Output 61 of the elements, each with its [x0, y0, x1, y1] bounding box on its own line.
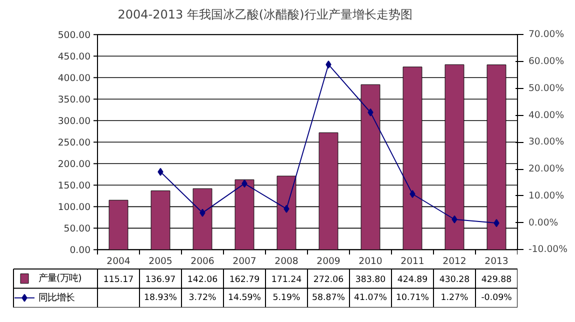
data-label: 58.87% — [312, 292, 346, 303]
y-tick-label: 400.00 — [58, 73, 91, 84]
x-tick-label: 2005 — [148, 256, 172, 267]
point — [452, 215, 458, 224]
point — [284, 204, 290, 213]
y-tick-label: 200.00 — [58, 159, 91, 170]
x-tick-label: 2012 — [442, 256, 466, 267]
data-label: 171.24 — [271, 275, 302, 286]
y-tick-label: 150.00 — [58, 180, 91, 192]
x-tick-label: 2004 — [106, 256, 130, 267]
point — [326, 60, 332, 69]
data-label: 5.19% — [272, 292, 300, 303]
y2-tick-label: 50.00% — [528, 82, 564, 94]
data-label: 18.93% — [144, 292, 178, 303]
data-label: 424.89 — [397, 275, 428, 286]
data-label: -0.09% — [481, 292, 512, 303]
point — [158, 168, 164, 176]
legend-label: 同比增长 — [38, 292, 74, 304]
y-tick-label: 50.00 — [64, 224, 91, 235]
data-label: 272.06 — [313, 275, 344, 286]
data-label: 10.71% — [396, 292, 430, 303]
y2-tick-label: 30.00% — [528, 136, 564, 148]
x-tick-label: 2006 — [190, 256, 214, 267]
data-label: 136.97 — [145, 275, 176, 286]
data-label: 430.28 — [439, 275, 470, 286]
data-label: 162.79 — [229, 275, 260, 286]
x-tick-label: 2009 — [316, 256, 340, 267]
point — [242, 180, 248, 188]
point — [200, 208, 206, 217]
point — [368, 108, 374, 116]
y-tick-label: 450.00 — [58, 52, 91, 63]
data-label: 383.80 — [355, 275, 386, 286]
y2-tick-label: 0.00% — [528, 217, 558, 228]
y2-tick-label: 70.00% — [528, 29, 564, 40]
y2-tick-label: 20.00% — [528, 164, 564, 175]
y2-tick-label: 40.00% — [528, 110, 564, 121]
data-label: 41.07% — [354, 292, 388, 303]
x-tick-label: 2013 — [484, 256, 508, 267]
data-label: 429.88 — [481, 275, 512, 286]
y-tick-label: 500.00 — [58, 30, 91, 42]
x-tick-label: 2008 — [274, 256, 298, 267]
data-label: 142.06 — [187, 275, 218, 286]
data-label: 3.72% — [188, 292, 216, 303]
legend-label: 产量(万吨) — [38, 273, 82, 284]
y2-tick-label: 10.00% — [528, 190, 564, 202]
y-tick-label: 100.00 — [58, 202, 91, 214]
x-tick-label: 2011 — [400, 256, 424, 267]
y2-tick-label: 60.00% — [528, 56, 564, 67]
data-label: 14.59% — [228, 292, 262, 303]
x-tick-label: 2007 — [232, 256, 256, 267]
point — [494, 219, 500, 228]
y-tick-label: 250.00 — [58, 138, 91, 149]
x-tick-label: 2010 — [358, 256, 382, 267]
y-tick-label: 350.00 — [58, 94, 91, 106]
y-tick-label: 0.00 — [70, 245, 91, 256]
data-label: 115.17 — [103, 275, 134, 286]
point — [410, 190, 416, 198]
y2-tick-label: -10.00% — [528, 244, 568, 256]
y-tick-label: 300.00 — [58, 116, 91, 128]
chart-title: 2004-2013 年我国冰乙酸(冰醋酸)行业产量增长走势图 — [118, 8, 412, 22]
data-label: 1.27% — [440, 292, 468, 303]
